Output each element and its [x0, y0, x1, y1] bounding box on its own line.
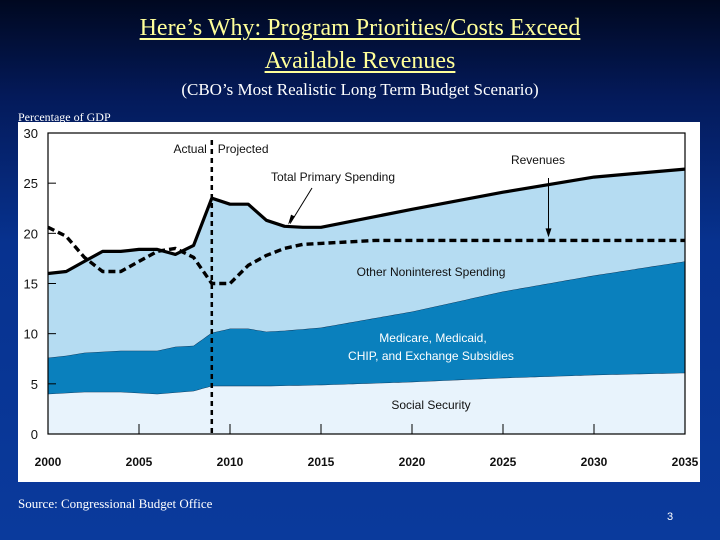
y-tick-label: 15: [24, 277, 38, 292]
annotation-other-noninterest: Other Noninterest Spending: [357, 265, 506, 279]
annotation-social-security: Social Security: [391, 398, 470, 412]
y-tick-label: 30: [24, 126, 38, 141]
x-tick-label: 2035: [672, 455, 699, 469]
arrowhead-total-primary-spending: [288, 214, 296, 225]
y-tick-label: 5: [31, 377, 38, 392]
annotation-health-line-1: Medicare, Medicaid,: [379, 331, 486, 345]
y-tick-label: 20: [24, 226, 38, 241]
annotation-health-line-2: CHIP, and Exchange Subsidies: [348, 349, 514, 363]
stacked-areas: [47, 169, 686, 434]
y-tick-label: 10: [24, 327, 38, 342]
area-health-programs: [48, 261, 685, 394]
annotations: Actual Projected Total Primary Spending …: [173, 142, 565, 412]
area-social-security: [48, 372, 685, 434]
x-tick-label: 2015: [308, 455, 335, 469]
source-note: Source: Congressional Budget Office: [18, 496, 213, 511]
slide-subtitle: (CBO’s Most Realistic Long Term Budget S…: [181, 80, 539, 99]
projected-label: Projected: [218, 142, 269, 156]
slide-title-line-1: Here’s Why: Program Priorities/Costs Exc…: [139, 15, 581, 41]
x-tick-label: 2025: [490, 455, 517, 469]
arrowhead-revenues: [545, 228, 552, 238]
area-other-noninterest: [48, 169, 685, 358]
series-lines: [47, 167, 686, 286]
x-tick-label: 2005: [126, 455, 153, 469]
page-number: 3: [667, 511, 674, 523]
y-tick-label: 0: [31, 427, 38, 442]
actual-label: Actual: [173, 142, 206, 156]
line-revenues: [47, 225, 685, 286]
annotation-total-primary-spending: Total Primary Spending: [271, 170, 395, 184]
x-tick-label: 2030: [581, 455, 608, 469]
slide-title-line-2: Available Revenues: [264, 48, 456, 74]
x-tick-label: 2000: [35, 455, 62, 469]
y-tick-label: 25: [24, 176, 38, 191]
line-total-primary-spending: [47, 167, 686, 276]
y-axis-caption: Percentage of GDP: [18, 110, 111, 124]
annotation-revenues: Revenues: [511, 153, 565, 167]
x-tick-label: 2010: [217, 455, 244, 469]
x-tick-label: 2020: [399, 455, 426, 469]
